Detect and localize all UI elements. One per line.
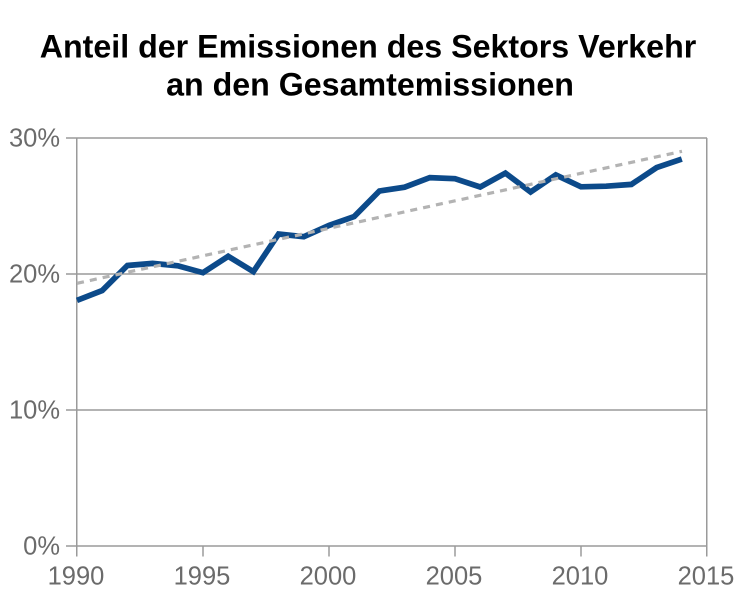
svg-text:0%: 0% (23, 532, 60, 560)
svg-text:2005: 2005 (426, 563, 483, 591)
svg-text:an den Gesamtemissionen: an den Gesamtemissionen (166, 67, 574, 103)
svg-text:2000: 2000 (300, 563, 357, 591)
svg-text:Anteil der Emissionen des Sekt: Anteil der Emissionen des Sektors Verkeh… (40, 29, 697, 65)
svg-text:1990: 1990 (48, 563, 105, 591)
svg-text:2015: 2015 (678, 563, 735, 591)
svg-text:1995: 1995 (174, 563, 231, 591)
svg-text:2010: 2010 (552, 563, 609, 591)
svg-text:10%: 10% (9, 396, 60, 424)
svg-text:30%: 30% (9, 124, 60, 152)
svg-text:20%: 20% (9, 260, 60, 288)
